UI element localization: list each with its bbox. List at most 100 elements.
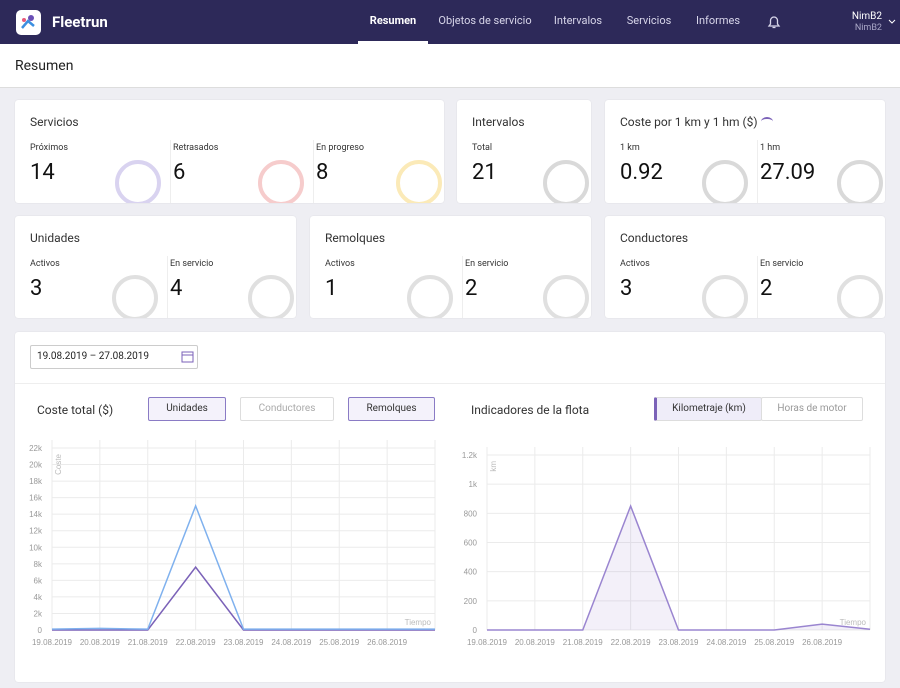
stat-icon <box>248 275 294 318</box>
legend-button[interactable]: Conductores <box>240 397 334 421</box>
stat-value: 3 <box>620 276 633 301</box>
y-axis-label: km <box>489 461 498 472</box>
x-tick-label: 22.08.2019 <box>611 638 652 647</box>
logo-icon <box>21 15 35 29</box>
stat-icon <box>702 160 748 203</box>
brand[interactable]: Fleetrun <box>52 13 108 31</box>
y-tick-label: 600 <box>464 539 478 548</box>
nav-tab[interactable]: Resumen <box>369 14 417 27</box>
logo[interactable] <box>16 10 41 35</box>
stat-label: Activos <box>30 259 60 269</box>
stat-icon <box>837 160 883 203</box>
date-range-input[interactable]: 19.08.2019 – 27.08.2019 <box>30 345 198 369</box>
x-axis-label: Tiempo <box>405 618 432 627</box>
legend-button[interactable]: Remolques <box>348 397 435 421</box>
stat-value: 8 <box>316 160 329 185</box>
x-tick-label: 19.08.2019 <box>32 638 73 647</box>
x-tick-label: 19.08.2019 <box>467 638 508 647</box>
y-tick-label: 400 <box>464 568 478 577</box>
stat-value: 27.09 <box>760 160 816 185</box>
icon-shape <box>258 160 304 203</box>
y-tick-label: 0 <box>38 626 43 635</box>
y-tick-label: 1k <box>469 480 478 489</box>
stat-card: Remolques Activos 1 En servicio 2 <box>310 216 591 318</box>
nav-tab[interactable]: Objetos de servicio <box>438 14 532 27</box>
y-tick-label: 800 <box>464 509 478 518</box>
stat-label: En progreso <box>316 143 365 153</box>
stat-icon <box>396 160 442 203</box>
stat-value: 6 <box>173 160 186 185</box>
nav-tab[interactable]: Intervalos <box>553 14 603 27</box>
icon-shape <box>837 160 883 203</box>
stat-divider <box>313 140 314 203</box>
mode-button[interactable]: Horas de motor <box>761 397 863 421</box>
card-title: Unidades <box>30 231 80 245</box>
x-tick-label: 20.08.2019 <box>515 638 556 647</box>
legend-button[interactable]: Unidades <box>148 397 226 421</box>
stat-divider <box>167 256 168 318</box>
page-title: Resumen <box>15 58 74 74</box>
x-tick-label: 24.08.2019 <box>706 638 747 647</box>
x-tick-label: 22.08.2019 <box>176 638 217 647</box>
y-tick-label: 22k <box>29 444 43 453</box>
x-tick-label: 25.08.2019 <box>754 638 795 647</box>
stat-label: En servicio <box>465 259 509 269</box>
stat-divider <box>462 256 463 318</box>
y-tick-label: 16k <box>29 494 43 503</box>
stat-value: 2 <box>465 276 478 301</box>
stat-value: 21 <box>472 160 497 185</box>
y-tick-label: 18k <box>29 477 43 486</box>
stat-icon <box>543 275 589 318</box>
stat-card: Servicios Próximos 14 Retrasados 6 En progres… <box>15 100 444 203</box>
chart-title: Indicadores de la flota <box>471 403 590 417</box>
y-tick-label: 200 <box>464 597 478 606</box>
icon-shape <box>112 275 158 318</box>
y-axis-label: Coste <box>54 453 63 474</box>
divider <box>15 383 885 384</box>
mode-button[interactable]: Kilometraje (km) <box>654 397 762 421</box>
stat-card: Unidades Activos 3 En servicio 4 <box>15 216 296 318</box>
dropdown-caret[interactable] <box>888 18 896 26</box>
bell-icon[interactable] <box>766 14 782 30</box>
stat-value: 1 <box>325 276 338 301</box>
stat-icon <box>837 275 883 318</box>
y-tick-label: 4k <box>34 593 43 602</box>
stat-icon <box>407 275 453 318</box>
stat-value: 14 <box>30 160 55 185</box>
line <box>51 503 435 630</box>
stat-label: En servicio <box>760 259 804 269</box>
y-tick-label: 20k <box>29 461 43 470</box>
card-title: Remolques <box>325 231 386 245</box>
icon-shape <box>543 275 589 318</box>
icon-shape <box>407 275 453 318</box>
stat-icon <box>702 275 748 318</box>
x-tick-label: 26.08.2019 <box>367 638 408 647</box>
account-name: NimB2 <box>854 23 882 33</box>
stat-value: 2 <box>760 276 773 301</box>
stat-icon <box>112 275 158 318</box>
x-tick-label: 21.08.2019 <box>128 638 169 647</box>
y-tick-label: 1.2k <box>462 451 478 460</box>
nav-tab[interactable]: Informes <box>695 14 741 27</box>
stat-label: 1 hm <box>760 143 781 153</box>
stat-card: Intervalos Total 21 <box>457 100 591 203</box>
user-name[interactable]: NimB2 <box>851 11 882 22</box>
date-range: 19.08.2019 – 27.08.2019 <box>37 351 149 362</box>
stat-label: Próximos <box>30 143 69 153</box>
stat-divider <box>757 256 758 318</box>
stat-label: Activos <box>620 259 650 269</box>
info-icon <box>761 117 773 126</box>
line <box>487 503 871 631</box>
page-header: Resumen <box>0 44 900 88</box>
stat-value: 0.92 <box>620 160 663 185</box>
stat-card: Coste por 1 km y 1 hm ($) 1 km 0.92 1 hm 27.… <box>605 100 885 203</box>
card-title: Servicios <box>30 115 79 129</box>
icon-shape <box>543 160 589 203</box>
icon-shape <box>115 160 161 203</box>
x-tick-label: 23.08.2019 <box>223 638 264 647</box>
x-tick-label: 26.08.2019 <box>802 638 843 647</box>
nav-tab[interactable]: Servicios <box>626 14 672 27</box>
y-tick-label: 2k <box>34 609 43 618</box>
stat-divider <box>757 140 758 203</box>
